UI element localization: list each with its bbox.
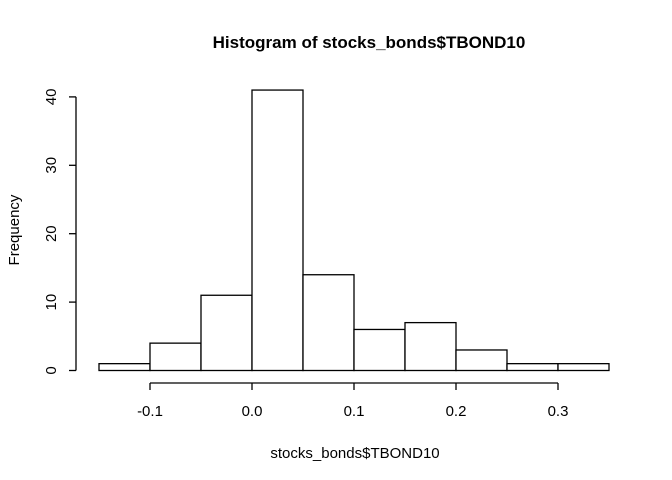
- y-tick-label: 40: [43, 89, 60, 106]
- histogram-bar: [200, 294, 253, 372]
- x-tick-label: 0.3: [548, 403, 569, 420]
- y-tick-label: 30: [43, 157, 60, 174]
- y-axis-label: Frequency: [6, 194, 23, 265]
- x-axis: -0.1 0.0 0.1 0.2 0.3: [137, 382, 569, 420]
- histogram-bar: [251, 89, 304, 372]
- histogram-bar: [557, 363, 610, 372]
- histogram-bar: [98, 363, 151, 372]
- histogram-bar: [404, 321, 457, 372]
- y-tick-label: 20: [43, 225, 60, 242]
- x-tick-label: 0.2: [446, 403, 467, 420]
- y-tick-label: 0: [43, 366, 60, 374]
- x-tick-label: -0.1: [137, 403, 163, 420]
- histogram-bar: [455, 349, 508, 372]
- bars-group: [98, 89, 610, 372]
- x-tick-label: 0.0: [242, 403, 263, 420]
- chart-title: Histogram of stocks_bonds$TBOND10: [213, 33, 526, 52]
- x-tick-label: 0.1: [344, 403, 365, 420]
- histogram-bar: [302, 274, 355, 372]
- histogram-bar: [353, 328, 406, 372]
- x-axis-label: stocks_bonds$TBOND10: [270, 445, 439, 462]
- histogram-bar: [149, 342, 202, 372]
- y-tick-label: 10: [43, 294, 60, 311]
- histogram-bar: [506, 363, 559, 372]
- y-axis: 0 10 20 30 40: [43, 89, 77, 375]
